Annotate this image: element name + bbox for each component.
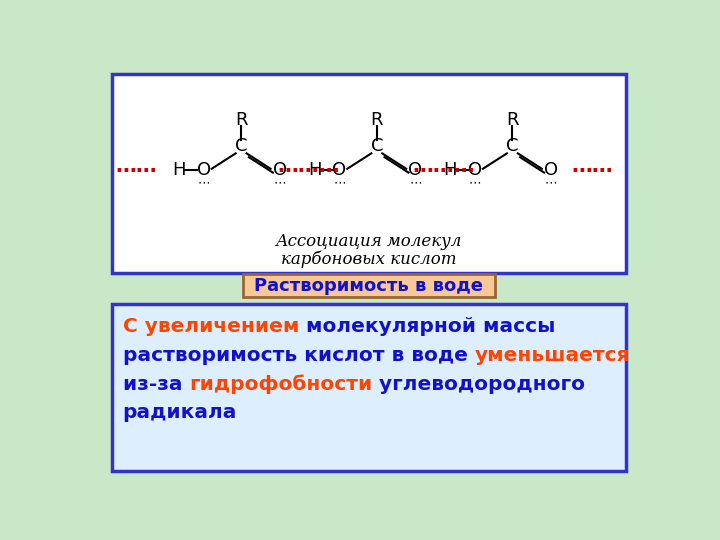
Text: растворимость кислот в воде: растворимость кислот в воде (122, 346, 474, 365)
Text: O: O (333, 161, 346, 179)
Text: C: C (506, 137, 518, 154)
Text: O: O (468, 161, 482, 179)
Text: Растворимость в воде: Растворимость в воде (254, 277, 484, 295)
Text: уменьшается: уменьшается (474, 346, 630, 365)
Text: H: H (308, 161, 322, 179)
Text: O: O (408, 161, 423, 179)
Text: O: O (273, 161, 287, 179)
FancyBboxPatch shape (112, 303, 626, 471)
Text: ⋯⋯⋯: ⋯⋯⋯ (277, 160, 340, 180)
Text: ⋯: ⋯ (545, 177, 557, 190)
FancyBboxPatch shape (112, 74, 626, 273)
Text: O: O (544, 161, 558, 179)
Text: ⋯: ⋯ (409, 177, 422, 190)
Text: H: H (444, 161, 457, 179)
Text: радикала: радикала (122, 403, 237, 422)
Text: H: H (172, 161, 186, 179)
Text: R: R (235, 111, 248, 129)
Text: ⋯: ⋯ (274, 177, 286, 190)
Text: из-за: из-за (122, 375, 189, 394)
Text: ⋯⋯: ⋯⋯ (116, 160, 158, 180)
Text: ⋯: ⋯ (333, 177, 346, 190)
Text: С увеличением: С увеличением (122, 317, 299, 336)
Text: R: R (506, 111, 518, 129)
Text: углеводородного: углеводородного (372, 375, 585, 394)
FancyBboxPatch shape (243, 274, 495, 298)
Text: R: R (371, 111, 383, 129)
Text: ⋯: ⋯ (198, 177, 210, 190)
Text: ⋯⋯⋯: ⋯⋯⋯ (413, 160, 475, 180)
Text: O: O (197, 161, 211, 179)
Text: ⋯⋯: ⋯⋯ (572, 160, 613, 180)
Text: карбоновых кислот: карбоновых кислот (282, 250, 456, 268)
Text: молекулярной массы: молекулярной массы (299, 317, 555, 336)
Text: Ассоциация молекул: Ассоциация молекул (276, 233, 462, 251)
Text: ⋯: ⋯ (469, 177, 482, 190)
Text: гидрофобности: гидрофобности (189, 375, 372, 394)
Text: C: C (371, 137, 383, 154)
Text: C: C (235, 137, 248, 154)
